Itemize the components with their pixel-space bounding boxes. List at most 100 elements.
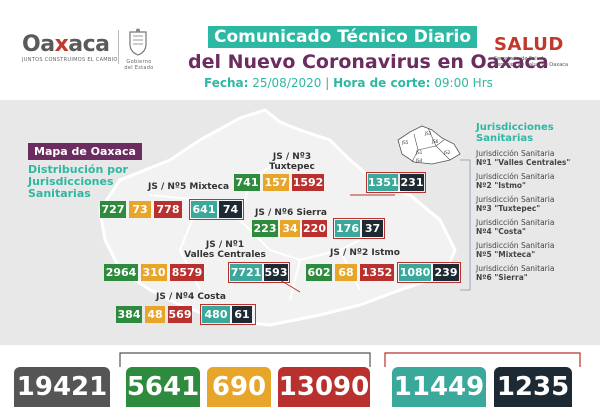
stat-teal: 176	[335, 220, 360, 237]
region-label-mixteca: JS / Nº5 Mixteca	[148, 182, 238, 192]
legend-item: Jurisdicción Sanitaria Nº3 "Tuxtepec"	[476, 195, 596, 213]
stat-teal: 480	[202, 306, 230, 323]
region-stats-tuxtepec: 741 157 1592	[234, 174, 324, 191]
region-label-sierra: JS / Nº6 Sierra	[255, 208, 335, 218]
stat-red: 778	[154, 201, 182, 218]
total-red: 13090	[278, 367, 370, 407]
stat-teal: 1351	[368, 174, 399, 191]
stat-teal: 641	[191, 201, 217, 218]
stat-dark: 593	[264, 264, 288, 281]
total-cases: 19421	[14, 367, 110, 407]
totals-strip: 19421 5641 690 13090 11449 1235	[0, 345, 600, 407]
stat-yellow: 68	[335, 264, 357, 281]
mini-label: JS2	[443, 150, 451, 155]
stat-green: 223	[252, 220, 278, 237]
map-subtitle-line: Distribución por	[28, 163, 128, 176]
oaxaca-logo: Oaxaca JUNTOS CONSTRUIMOS EL CAMBIO	[22, 32, 118, 63]
stat-dark: 37	[362, 220, 383, 237]
logo-part: a	[95, 32, 110, 57]
stat-yellow: 310	[141, 264, 167, 281]
region-stats-mixteca: 727 73 778	[100, 201, 182, 218]
salud-logo: SALUD	[494, 34, 564, 55]
date-line: Fecha: 25/08/2020 | Hora de corte: 09:00…	[204, 76, 493, 90]
legend-item-name: Nº2 "Istmo"	[476, 180, 526, 190]
logo-part: c	[82, 32, 96, 57]
region-active-mixteca: 641 74	[189, 199, 244, 220]
region-label-line: JS / Nº3	[272, 152, 312, 162]
stat-green: 602	[306, 264, 332, 281]
mini-label: JS1	[415, 150, 423, 155]
region-active-valles: 7721 593	[228, 262, 290, 283]
logo-wordmark: Oaxaca	[22, 32, 118, 57]
region-label-line: JS / Nº1	[205, 240, 245, 250]
region-label-valles: JS / Nº1 Valles Centrales	[175, 240, 275, 260]
legend-item-line: Jurisdicción Sanitaria	[476, 264, 555, 273]
stat-green: 2964	[104, 264, 138, 281]
region-label-tuxtepec: JS / Nº3 Tuxtepec	[262, 152, 322, 172]
region-label-istmo: JS / Nº2 Istmo	[330, 248, 420, 258]
region-label-line: Valles Centrales	[184, 250, 266, 260]
legend-item-name: Nº6 "Sierra"	[476, 272, 528, 282]
legend-item-name: Nº5 "Mixteca"	[476, 249, 536, 259]
stat-teal: 7721	[230, 264, 262, 281]
logo-x: x	[54, 32, 69, 57]
map-subtitle-line: Sanitarias	[28, 187, 91, 200]
stat-red: 8579	[170, 264, 204, 281]
region-stats-istmo: 602 68 1352	[306, 264, 394, 281]
cut-label: Hora de corte:	[333, 76, 431, 90]
header: Oaxaca JUNTOS CONSTRUIMOS EL CAMBIO Gobi…	[0, 0, 600, 100]
map-panel: Mapa de Oaxaca Distribución por Jurisdic…	[0, 100, 600, 345]
mini-jurisdiction-map: JS5 JS1 JS3 JS6 JS4 JS2	[397, 125, 461, 165]
region-label-line: JS / Nº4 Costa	[156, 292, 226, 302]
legend-item-line: Jurisdicción Sanitaria	[476, 149, 555, 158]
legend-item: Jurisdicción Sanitaria Nº4 "Costa"	[476, 218, 596, 236]
legend-item-name: Nº4 "Costa"	[476, 226, 526, 236]
region-label-costa: JS / Nº4 Costa	[156, 292, 236, 302]
mini-label: JS4	[415, 158, 423, 163]
region-label-line: Tuxtepec	[269, 162, 315, 172]
mini-label: JS5	[401, 140, 409, 145]
legend-title: Jurisdicciones	[476, 122, 554, 133]
jurisdiction-legend: Jurisdicciones Sanitarias Jurisdicción S…	[476, 122, 596, 282]
salud-sub-line: Secretaría de Salud	[494, 56, 543, 62]
stat-dark: 61	[232, 306, 252, 323]
region-active-tuxtepec: 1351 231	[366, 172, 426, 193]
legend-item-line: Jurisdicción Sanitaria	[476, 172, 555, 181]
total-teal: 11449	[392, 367, 486, 407]
region-stats-costa: 384 48 569	[116, 306, 192, 323]
legend-item: Jurisdicción Sanitaria Nº6 "Sierra"	[476, 264, 596, 282]
region-active-istmo: 1080 239	[397, 262, 461, 283]
map-title: Mapa de Oaxaca	[28, 143, 142, 160]
stat-green: 741	[234, 174, 260, 191]
title-line-1: Comunicado Técnico Diario	[208, 26, 478, 48]
region-active-sierra: 176 37	[333, 218, 385, 239]
totals-connector-lines	[119, 352, 581, 367]
mini-label: JS6	[431, 139, 439, 144]
region-label-line: JS / Nº2 Istmo	[330, 248, 400, 258]
legend-item-name: Nº3 "Tuxtepec"	[476, 203, 541, 213]
logo-part: Oa	[22, 32, 55, 57]
stat-red: 220	[302, 220, 327, 237]
region-stats-sierra: 223 34 220	[252, 220, 327, 237]
cut-value: 09:00 Hrs	[434, 76, 493, 90]
date-separator: |	[325, 76, 330, 90]
logo-part: a	[68, 32, 83, 57]
region-stats-valles: 2964 310 8579	[104, 264, 204, 281]
stat-dark: 74	[219, 201, 242, 218]
total-dark: 1235	[494, 367, 572, 407]
stat-green: 384	[116, 306, 142, 323]
stat-green: 727	[100, 201, 126, 218]
total-green: 5641	[126, 367, 200, 407]
region-label-line: JS / Nº6 Sierra	[255, 208, 328, 218]
stat-red: 1352	[360, 264, 394, 281]
legend-item-name: Nº1 "Valles Centrales"	[476, 157, 571, 167]
legend-item: Jurisdicción Sanitaria Nº1 "Valles Centra…	[476, 149, 596, 167]
logo-tagline: JUNTOS CONSTRUIMOS EL CAMBIO	[22, 57, 118, 63]
state-seal-icon	[127, 28, 149, 56]
map-subtitle: Distribución por Jurisdicciones Sanitari…	[28, 164, 128, 200]
legend-item-line: Jurisdicción Sanitaria	[476, 195, 555, 204]
salud-subtitle: Secretaría de Salud Servicios de Salud d…	[494, 56, 568, 68]
stat-yellow: 73	[129, 201, 151, 218]
total-yellow: 690	[207, 367, 271, 407]
stat-yellow: 34	[280, 220, 300, 237]
